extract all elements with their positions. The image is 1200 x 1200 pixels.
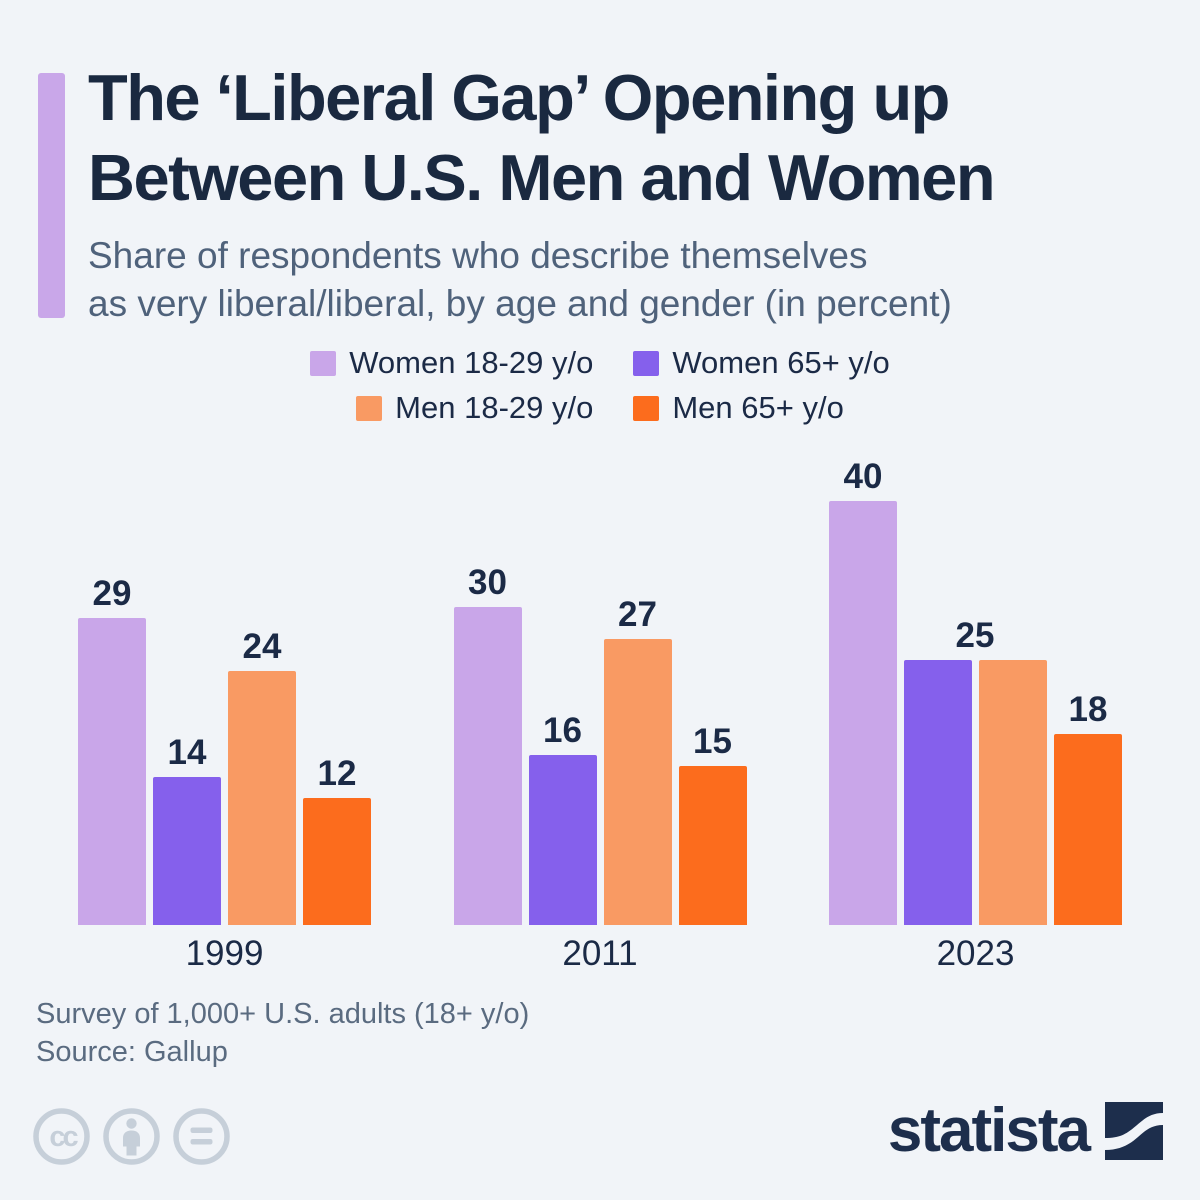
legend-label-women-65: Women 65+ y/o — [672, 345, 890, 380]
license-icons: cc — [33, 1108, 230, 1165]
bar — [303, 797, 371, 925]
bar — [78, 617, 146, 925]
legend-swatch-women-18-29 — [310, 350, 337, 376]
statista-logo-mark — [1105, 1102, 1163, 1160]
value-label: 30 — [468, 563, 507, 602]
barwrap-1999-men-18-29-y-o: 24 — [228, 460, 296, 925]
bar — [153, 776, 221, 925]
barwrap-2023-men-65-y-o: 18 — [1054, 460, 1122, 925]
title-line-1: The ‘Liberal Gap’ Opening up — [88, 61, 950, 134]
legend-row-1: Women 18-29 y/o Women 65+ y/o — [0, 345, 1200, 381]
bar — [453, 607, 522, 925]
legend-swatch-men-65 — [633, 395, 660, 421]
category-label: 1999 — [185, 934, 264, 973]
bar — [829, 501, 897, 925]
bar — [904, 660, 972, 925]
barwrap-2023-women-65-y-o: 25 — [904, 460, 994, 925]
legend-swatch-women-65 — [633, 350, 660, 376]
legend-swatch-men-18-29 — [356, 395, 383, 421]
value-label: 18 — [1068, 690, 1108, 730]
category-label: 2023 — [936, 934, 1015, 973]
value-label: 16 — [543, 711, 582, 751]
value-label: 14 — [167, 732, 207, 772]
equal-sign-icon — [173, 1108, 230, 1165]
legend-row-2: Men 18-29 y/o Men 65+ y/o — [0, 390, 1200, 426]
legend-item-women-18-29: Women 18-29 y/o — [310, 345, 593, 381]
value-label: 25 — [955, 616, 995, 655]
barwrap-1999-women-18-29-y-o: 29 — [78, 460, 146, 925]
bar-group-2011: 30 16 27 15 2011 — [453, 460, 747, 973]
value-label: 27 — [618, 594, 657, 634]
legend-item-men-65: Men 65+ y/o — [633, 390, 844, 426]
barwrap-2023-men-18-29-y-o: 25 — [979, 460, 1047, 925]
svg-text:cc: cc — [49, 1121, 78, 1153]
legend-label-men-18-29: Men 18-29 y/o — [395, 390, 594, 425]
barwrap-1999-men-65-y-o: 12 — [303, 460, 371, 925]
bar — [1054, 734, 1122, 925]
legend-item-women-65: Women 65+ y/o — [633, 345, 890, 381]
title-accent-bar — [38, 73, 65, 318]
category-label: 2011 — [562, 934, 638, 973]
bar — [979, 660, 1047, 925]
barwrap-2011-men-65-y-o: 15 — [678, 460, 747, 925]
subtitle-line-1: Share of respondents who describe themse… — [88, 235, 868, 276]
value-label: 12 — [317, 753, 357, 793]
title-line-2: Between U.S. Men and Women — [88, 141, 996, 214]
bar — [678, 766, 747, 925]
legend-label-women-18-29: Women 18-29 y/o — [349, 345, 594, 380]
survey-note: Survey of 1,000+ U.S. adults (18+ y/o) — [36, 998, 530, 1030]
page-title: The ‘Liberal Gap’ Opening up Between U.S… — [88, 58, 996, 218]
barwrap-2011-women-18-29-y-o: 30 — [453, 460, 522, 925]
bar-group-1999: 29 14 24 12 1999 — [78, 460, 371, 973]
bar — [528, 755, 597, 925]
attribution-person-icon — [103, 1108, 160, 1165]
footer-notes: Survey of 1,000+ U.S. adults (18+ y/o) S… — [36, 995, 529, 1071]
bar — [603, 638, 672, 925]
source-note: Source: Gallup — [36, 1036, 228, 1068]
value-label: 24 — [242, 626, 282, 666]
page-subtitle: Share of respondents who describe themse… — [88, 232, 952, 328]
subtitle-line-2: as very liberal/liberal, by age and gend… — [88, 283, 952, 324]
value-label: 29 — [92, 573, 132, 613]
statista-logo: statista — [888, 1100, 1163, 1162]
cc-icon: cc — [33, 1108, 90, 1165]
value-label: 40 — [843, 457, 883, 496]
value-label: 15 — [693, 722, 732, 761]
bar-group-2023: 40 2525 18 2023 — [829, 459, 1122, 973]
barwrap-2011-men-18-29-y-o: 27 — [603, 460, 672, 925]
grouped-bar-chart: 29 14 24 12 1999 30 16 27 15 2011 40 2525 18 2023 — [78, 459, 1122, 973]
statista-wordmark: statista — [887, 1096, 1091, 1165]
bar — [228, 670, 296, 925]
legend: Women 18-29 y/o Women 65+ y/o Men 18-29 … — [0, 345, 1200, 436]
legend-label-men-65: Men 65+ y/o — [672, 390, 844, 425]
legend-item-men-18-29: Men 18-29 y/o — [356, 390, 593, 426]
barwrap-2011-women-65-y-o: 16 — [528, 460, 597, 925]
barwrap-2023-women-18-29-y-o: 40 — [829, 459, 897, 925]
barwrap-1999-women-65-y-o: 14 — [153, 460, 221, 925]
